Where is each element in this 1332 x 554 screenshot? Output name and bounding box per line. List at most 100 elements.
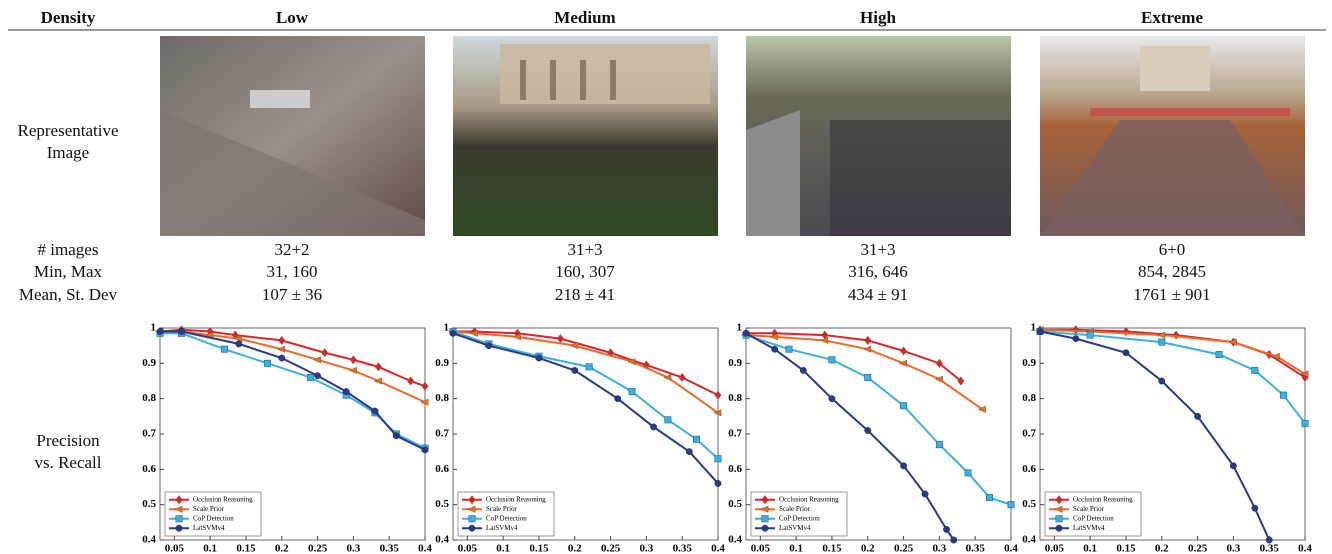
column-header: Extreme [1141, 7, 1203, 29]
table-cell: 31+3 [567, 239, 602, 261]
point [536, 355, 542, 361]
x-tick-label: 0.2 [1155, 543, 1169, 554]
point [572, 367, 578, 373]
point [829, 357, 835, 363]
y-tick-label: 0.8 [435, 392, 449, 404]
point [1266, 537, 1272, 543]
y-tick-label: 0.7 [435, 428, 449, 440]
point [279, 355, 285, 361]
point [686, 448, 692, 454]
x-tick-label: 0.1 [496, 543, 510, 554]
point [865, 374, 871, 380]
x-tick-label: 0.25 [894, 543, 914, 554]
y-tick-label: 0.6 [435, 463, 449, 475]
point [314, 373, 320, 379]
legend-label: Occlusion Reasoning [193, 495, 253, 503]
legend-label: Scale Prior [1073, 505, 1105, 513]
point [865, 427, 871, 433]
x-tick-label: 0.3 [933, 543, 947, 554]
legend-label: CoP Detection [779, 514, 820, 522]
point [615, 395, 621, 401]
point [629, 388, 635, 394]
x-tick-label: 0.4 [711, 543, 725, 554]
x-tick-label: 0.35 [673, 543, 693, 554]
x-tick-label: 0.1 [789, 543, 803, 554]
y-tick-label: 0.8 [142, 392, 156, 404]
point [221, 346, 227, 352]
legend-marker [176, 525, 182, 531]
point [1087, 332, 1093, 338]
x-tick-label: 0.05 [458, 543, 478, 554]
y-tick-label: 0.9 [1022, 357, 1036, 369]
legend-marker [176, 516, 182, 522]
point [936, 441, 942, 447]
representative-image [160, 36, 425, 236]
point [586, 364, 592, 370]
y-tick-label: 0.8 [1022, 392, 1036, 404]
legend-label: LatSVMv4 [486, 524, 518, 532]
point [1194, 413, 1200, 419]
point [650, 424, 656, 430]
column-header: Medium [554, 7, 615, 29]
legend-label: Scale Prior [779, 505, 811, 513]
point [743, 330, 749, 336]
chart: 0.050.10.150.20.250.30.350.40.40.50.60.7… [728, 322, 1018, 554]
y-tick-label: 0.5 [1022, 498, 1036, 510]
y-tick-label: 0.4 [728, 534, 742, 546]
y-tick-label: 0.6 [728, 463, 742, 475]
x-tick-label: 0.3 [640, 543, 654, 554]
x-tick-label: 0.2 [568, 543, 582, 554]
row-label: Mean, St. Dev [19, 284, 117, 306]
point [422, 447, 428, 453]
x-tick-label: 0.05 [165, 543, 185, 554]
point [800, 367, 806, 373]
legend-marker [469, 525, 475, 531]
y-tick-label: 1 [151, 322, 157, 334]
point [693, 436, 699, 442]
legend-label: CoP Detection [1073, 514, 1114, 522]
table-cell: 6+0 [1159, 239, 1186, 261]
point [922, 491, 928, 497]
point [1159, 339, 1165, 345]
point [786, 346, 792, 352]
x-tick-label: 0.1 [203, 543, 217, 554]
table-cell: 218 ± 41 [555, 284, 615, 306]
row-label: Min, Max [34, 261, 102, 283]
point [1230, 463, 1236, 469]
legend-label: LatSVMv4 [1073, 524, 1105, 532]
point [715, 480, 721, 486]
y-tick-label: 0.4 [142, 534, 156, 546]
x-tick-label: 0.15 [236, 543, 256, 554]
point [900, 403, 906, 409]
table-cell: 316, 646 [848, 261, 908, 283]
point [771, 346, 777, 352]
point [1216, 351, 1222, 357]
legend-label: Occlusion Reasoning [779, 495, 839, 503]
y-tick-label: 1 [1031, 322, 1037, 334]
y-tick-label: 0.9 [142, 357, 156, 369]
y-tick-label: 0.4 [1022, 534, 1036, 546]
legend-label: LatSVMv4 [193, 524, 225, 532]
row-label: Precision vs. Recall [26, 430, 111, 474]
point [1252, 367, 1258, 373]
point [393, 433, 399, 439]
point [1123, 350, 1129, 356]
point [372, 408, 378, 414]
x-tick-label: 0.4 [1004, 543, 1018, 554]
point [665, 417, 671, 423]
table-cell: 160, 307 [555, 261, 615, 283]
legend-marker [1056, 516, 1062, 522]
legend-label: LatSVMv4 [779, 524, 811, 532]
point [1008, 501, 1014, 507]
y-tick-label: 0.5 [728, 498, 742, 510]
y-tick-label: 1 [444, 322, 450, 334]
legend-marker [1056, 525, 1062, 531]
x-tick-label: 0.1 [1083, 543, 1097, 554]
x-tick-label: 0.35 [966, 543, 986, 554]
point [486, 342, 492, 348]
x-tick-label: 0.35 [380, 543, 400, 554]
table-cell: 1761 ± 901 [1133, 284, 1210, 306]
point [951, 537, 957, 543]
chart: 0.050.10.150.20.250.30.350.40.40.50.60.7… [1022, 322, 1312, 554]
